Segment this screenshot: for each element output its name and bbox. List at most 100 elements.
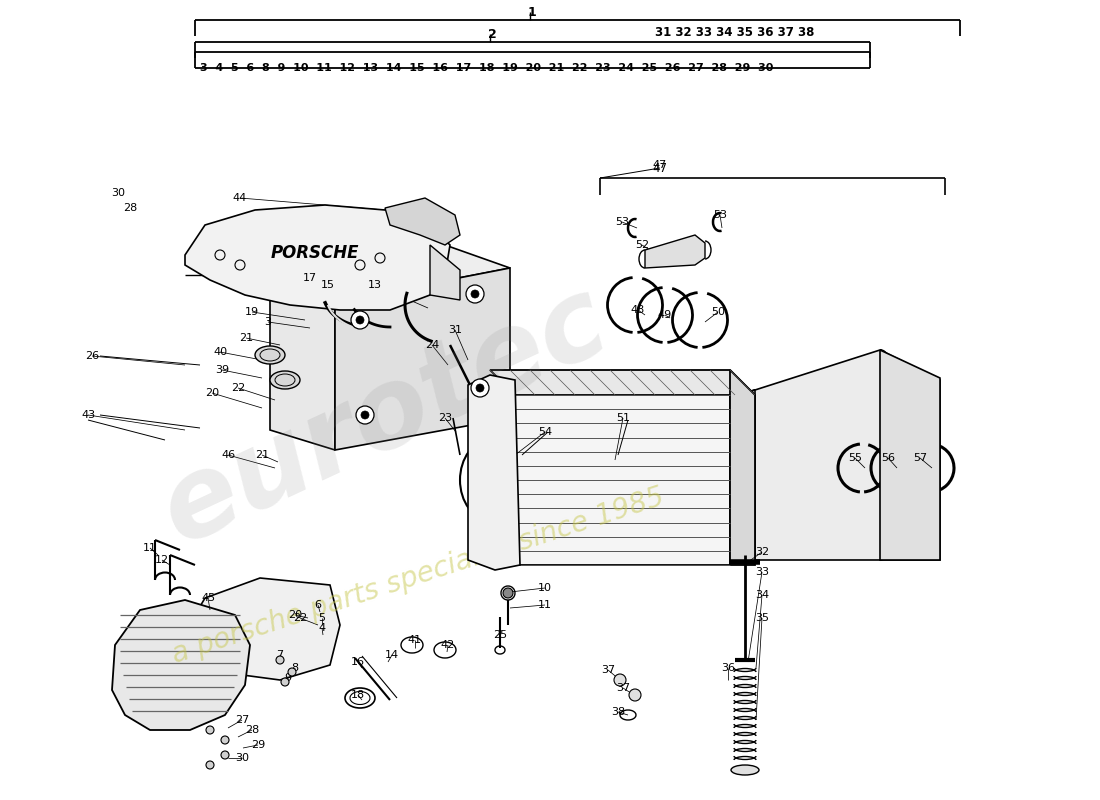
Text: 47: 47	[652, 162, 668, 174]
Text: 28: 28	[245, 725, 260, 735]
Text: 36: 36	[720, 663, 735, 673]
Text: 56: 56	[881, 453, 895, 463]
Polygon shape	[490, 395, 730, 565]
Circle shape	[276, 656, 284, 664]
Text: 31 32 33 34 35 36 37 38: 31 32 33 34 35 36 37 38	[654, 26, 814, 39]
Text: 9: 9	[285, 673, 292, 683]
Text: 5: 5	[319, 613, 326, 623]
Polygon shape	[112, 600, 250, 730]
Text: 30: 30	[235, 753, 249, 763]
Polygon shape	[185, 205, 450, 310]
Text: 42: 42	[441, 640, 455, 650]
Text: 24: 24	[425, 340, 439, 350]
Circle shape	[356, 406, 374, 424]
Text: 2: 2	[487, 27, 496, 41]
Text: 25: 25	[493, 630, 507, 640]
Text: 32: 32	[755, 547, 769, 557]
Polygon shape	[270, 245, 510, 302]
Text: 50: 50	[711, 307, 725, 317]
Text: 35: 35	[755, 613, 769, 623]
Text: 7: 7	[276, 650, 284, 660]
Text: 3  4  5  6  8  9  10  11  12  13  14  15  16  17  18  19  20  21  22  23  24  25: 3 4 5 6 8 9 10 11 12 13 14 15 16 17 18 1…	[200, 63, 773, 73]
Text: 40: 40	[213, 347, 227, 357]
Text: 1: 1	[528, 6, 537, 18]
Circle shape	[471, 379, 490, 397]
Text: 31: 31	[448, 325, 462, 335]
Circle shape	[221, 736, 229, 744]
Ellipse shape	[255, 346, 285, 364]
Text: 39: 39	[214, 365, 229, 375]
Circle shape	[614, 674, 626, 686]
Text: 12: 12	[155, 555, 169, 565]
Text: 51: 51	[616, 413, 630, 423]
Text: 27: 27	[235, 715, 249, 725]
Text: 41: 41	[408, 635, 422, 645]
Text: 45: 45	[201, 593, 216, 603]
Polygon shape	[468, 375, 520, 570]
Text: 57: 57	[913, 453, 927, 463]
Text: 30: 30	[111, 188, 125, 198]
Circle shape	[466, 285, 484, 303]
Text: a porsche parts specialist since 1985: a porsche parts specialist since 1985	[168, 483, 668, 669]
Circle shape	[206, 726, 214, 734]
Circle shape	[629, 689, 641, 701]
Circle shape	[476, 384, 484, 392]
Text: 15: 15	[321, 280, 336, 290]
Text: 48: 48	[631, 305, 645, 315]
Polygon shape	[880, 350, 940, 560]
Text: 26: 26	[85, 351, 99, 361]
Text: 29: 29	[251, 740, 265, 750]
Text: 19: 19	[245, 307, 260, 317]
Text: 16: 16	[351, 657, 365, 667]
Polygon shape	[730, 370, 755, 565]
Text: 22: 22	[231, 383, 245, 393]
Text: 44: 44	[233, 193, 248, 203]
Text: 43: 43	[81, 410, 95, 420]
Text: 47: 47	[653, 160, 667, 170]
Circle shape	[503, 588, 513, 598]
Circle shape	[471, 290, 478, 298]
Text: 28: 28	[123, 203, 138, 213]
Text: 37: 37	[616, 683, 630, 693]
Text: 34: 34	[755, 590, 769, 600]
Text: eurotec: eurotec	[145, 266, 625, 566]
Polygon shape	[490, 370, 755, 395]
Text: 21: 21	[239, 333, 253, 343]
Text: 53: 53	[615, 217, 629, 227]
Polygon shape	[195, 578, 340, 680]
Circle shape	[206, 761, 214, 769]
Text: 20: 20	[288, 610, 302, 620]
Text: 8: 8	[292, 663, 298, 673]
Text: 20: 20	[205, 388, 219, 398]
Text: PORSCHE: PORSCHE	[271, 244, 360, 262]
Polygon shape	[385, 198, 460, 245]
Circle shape	[221, 751, 229, 759]
Ellipse shape	[270, 371, 300, 389]
Circle shape	[280, 678, 289, 686]
Polygon shape	[336, 268, 510, 450]
Text: 46: 46	[221, 450, 235, 460]
Ellipse shape	[732, 765, 759, 775]
Text: 38: 38	[610, 707, 625, 717]
Text: 14: 14	[385, 650, 399, 660]
Text: 3: 3	[264, 317, 272, 327]
Polygon shape	[755, 350, 940, 560]
Text: 18: 18	[351, 690, 365, 700]
Text: 33: 33	[755, 567, 769, 577]
Polygon shape	[430, 245, 460, 300]
Text: 11: 11	[538, 600, 552, 610]
Text: 52: 52	[635, 240, 649, 250]
Text: 22: 22	[293, 613, 307, 623]
Text: 17: 17	[302, 273, 317, 283]
Text: 13: 13	[368, 280, 382, 290]
Text: 10: 10	[538, 583, 552, 593]
Circle shape	[361, 411, 368, 419]
Circle shape	[356, 316, 364, 324]
Polygon shape	[270, 278, 336, 450]
Text: 21: 21	[255, 450, 270, 460]
Text: 54: 54	[538, 427, 552, 437]
Circle shape	[351, 311, 369, 329]
Text: 4: 4	[318, 623, 326, 633]
Text: 53: 53	[713, 210, 727, 220]
Text: 55: 55	[848, 453, 862, 463]
